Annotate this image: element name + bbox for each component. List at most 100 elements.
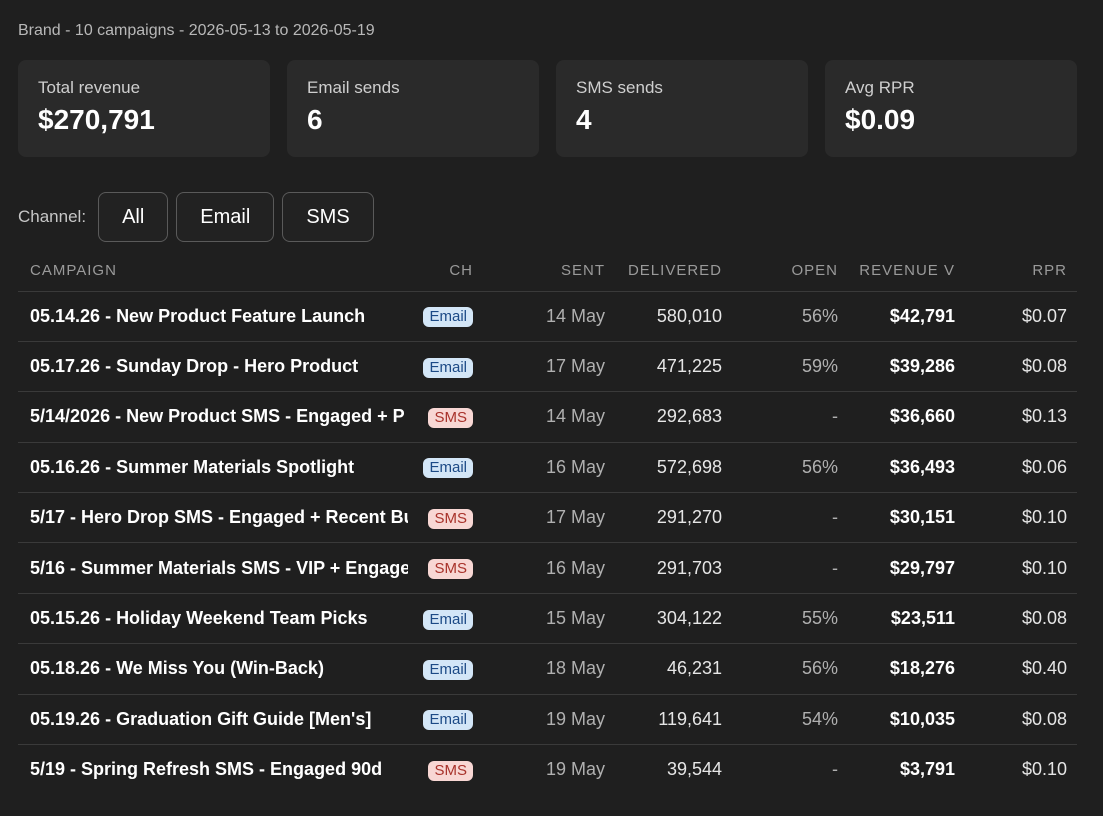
- report-subtitle: Brand - 10 campaigns - 2026-05-13 to 202…: [18, 22, 375, 39]
- revenue-value: $36,660: [838, 391, 955, 443]
- sent-date: 19 May: [488, 694, 605, 746]
- rpr-value: $0.07: [955, 291, 1077, 342]
- delivered-count: 291,703: [605, 542, 722, 594]
- revenue-value: $10,035: [838, 694, 955, 746]
- sent-date: 16 May: [488, 542, 605, 594]
- channel-cell: SMS: [408, 542, 488, 594]
- channel-filter-label: Channel:: [18, 207, 87, 226]
- channel-cell: Email: [408, 593, 488, 645]
- channel-cell: Email: [408, 694, 488, 746]
- card-value: $270,791: [38, 104, 155, 135]
- rpr-value: $0.08: [955, 593, 1077, 645]
- delivered-count: 39,544: [666, 759, 722, 780]
- sent-date: 14 May: [488, 391, 605, 443]
- card-label: Email sends: [307, 78, 400, 97]
- channel-cell: Email: [408, 341, 488, 393]
- sent-date: 17 May: [488, 341, 605, 393]
- delivered-count: 46,231: [605, 643, 722, 695]
- open-rate: -: [722, 391, 838, 443]
- table-row[interactable]: 5/17 - Hero Drop SMS - Engaged + Recent …: [18, 492, 1077, 544]
- campaign-name[interactable]: 5/19 - Spring Refresh SMS - Engaged 90d: [30, 759, 383, 780]
- column-header-rpr[interactable]: RPR: [955, 250, 1077, 292]
- delivered-count: 304,122: [605, 593, 722, 645]
- channel-badge: Email: [423, 710, 473, 731]
- channel-badge: Email: [423, 659, 473, 680]
- summary-cards: Total revenue $270,791 Email sends 6 SMS…: [18, 60, 1077, 157]
- campaign-name[interactable]: 05.17.26 - Sunday Drop - Hero Product: [18, 341, 408, 393]
- channel-badge: Email: [423, 307, 473, 328]
- column-header-revenue[interactable]: REVENUE V: [838, 250, 955, 292]
- sent-date: 18 May: [488, 643, 605, 695]
- table-row[interactable]: 5/19 - Spring Refresh SMS - Engaged 90d S…: [18, 745, 1077, 795]
- channel-cell: Email: [408, 643, 488, 695]
- campaign-name[interactable]: 05.18.26 - We Miss You (Win-Back): [18, 643, 408, 695]
- campaign-name[interactable]: 05.19.26 - Graduation Gift Guide [Men's]: [18, 694, 408, 746]
- column-header-delivered[interactable]: DELIVERED: [605, 250, 722, 292]
- rpr-value: $0.13: [955, 391, 1077, 443]
- filter-sms-button[interactable]: SMS: [282, 192, 374, 242]
- card-email-sends: Email sends 6: [287, 60, 539, 157]
- table-body: 05.14.26 - New Product Feature Launch Ema…: [18, 291, 1077, 795]
- delivered-count: 292,683: [605, 391, 722, 443]
- delivered-count: 471,225: [605, 341, 722, 393]
- revenue-value: $3,791: [899, 759, 955, 780]
- campaign-table: CAMPAIGN CH SENT DELIVERED OPEN REVENUE …: [18, 250, 1077, 795]
- revenue-value: $18,276: [838, 643, 955, 695]
- open-rate: 56%: [722, 291, 838, 342]
- channel-cell: SMS: [408, 391, 488, 443]
- channel-badge: SMS: [428, 760, 473, 781]
- channel-cell: Email: [408, 291, 488, 342]
- table-row[interactable]: 5/16 - Summer Materials SMS - VIP + Enga…: [18, 542, 1077, 594]
- sent-date: 15 May: [488, 593, 605, 645]
- table-row[interactable]: 05.14.26 - New Product Feature Launch Ema…: [18, 291, 1077, 342]
- table-row[interactable]: 05.17.26 - Sunday Drop - Hero Product Ema…: [18, 341, 1077, 393]
- campaign-name[interactable]: 5/17 - Hero Drop SMS - Engaged + Recent …: [18, 492, 408, 544]
- campaign-name[interactable]: 5/14/2026 - New Product SMS - Engaged + …: [18, 391, 408, 443]
- sent-date: 14 May: [488, 291, 605, 342]
- open-rate: 56%: [722, 442, 838, 494]
- open-rate: -: [832, 759, 838, 780]
- card-value: $0.09: [845, 104, 916, 135]
- column-header-campaign[interactable]: CAMPAIGN: [18, 250, 408, 292]
- open-rate: -: [722, 542, 838, 594]
- table-row[interactable]: 05.19.26 - Graduation Gift Guide [Men's]…: [18, 694, 1077, 746]
- channel-badge: SMS: [428, 559, 473, 580]
- delivered-count: 291,270: [605, 492, 722, 544]
- campaign-name[interactable]: 5/16 - Summer Materials SMS - VIP + Enga…: [18, 542, 408, 594]
- table-row[interactable]: 05.16.26 - Summer Materials Spotlight Ema…: [18, 442, 1077, 494]
- rpr-value: $0.10: [955, 492, 1077, 544]
- filter-email-button[interactable]: Email: [176, 192, 275, 242]
- revenue-value: $23,511: [838, 593, 955, 645]
- column-header-open[interactable]: OPEN: [722, 250, 838, 292]
- delivered-count: 119,641: [605, 694, 722, 746]
- campaign-name[interactable]: 05.14.26 - New Product Feature Launch: [18, 291, 408, 342]
- table-row[interactable]: 05.18.26 - We Miss You (Win-Back) Email 18…: [18, 643, 1077, 695]
- table-header-row: CAMPAIGN CH SENT DELIVERED OPEN REVENUE …: [18, 250, 1077, 292]
- table-row[interactable]: 05.15.26 - Holiday Weekend Team Picks Ema…: [18, 593, 1077, 645]
- revenue-value: $39,286: [838, 341, 955, 393]
- column-header-channel[interactable]: CH: [408, 250, 488, 292]
- open-rate: 54%: [722, 694, 838, 746]
- table-row[interactable]: 5/14/2026 - New Product SMS - Engaged + …: [18, 391, 1077, 443]
- delivered-count: 580,010: [605, 291, 722, 342]
- card-label: Avg RPR: [845, 78, 915, 97]
- channel-badge: SMS: [428, 508, 473, 529]
- open-rate: 59%: [722, 341, 838, 393]
- rpr-value: $0.08: [955, 694, 1077, 746]
- campaign-name[interactable]: 05.15.26 - Holiday Weekend Team Picks: [18, 593, 408, 645]
- open-rate: 55%: [722, 593, 838, 645]
- sent-date: 17 May: [488, 492, 605, 544]
- sent-date: 19 May: [545, 759, 605, 780]
- filter-all-button[interactable]: All: [98, 192, 169, 242]
- revenue-value: $30,151: [838, 492, 955, 544]
- channel-cell: SMS: [408, 745, 488, 795]
- column-header-sent[interactable]: SENT: [488, 250, 605, 292]
- card-value: 6: [307, 104, 323, 135]
- rpr-value: $0.40: [955, 643, 1077, 695]
- delivered-count: 572,698: [605, 442, 722, 494]
- campaign-name[interactable]: 05.16.26 - Summer Materials Spotlight: [18, 442, 408, 494]
- card-sms-sends: SMS sends 4: [556, 60, 808, 157]
- open-rate: -: [722, 492, 838, 544]
- channel-badge: Email: [423, 458, 473, 479]
